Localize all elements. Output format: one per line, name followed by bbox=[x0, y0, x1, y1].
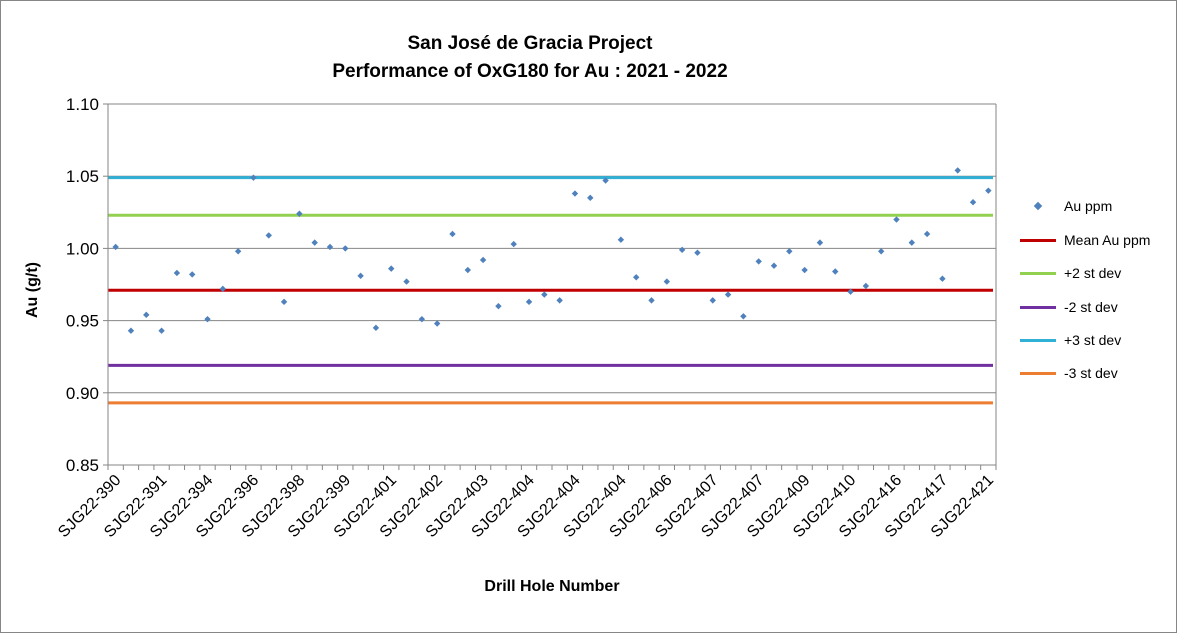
line-marker bbox=[1020, 306, 1056, 309]
legend-label: -2 st dev bbox=[1064, 299, 1118, 315]
data-point bbox=[877, 248, 885, 255]
x-axis-title: Drill Hole Number bbox=[484, 578, 620, 595]
tick-labels: 0.850.900.951.001.051.10SJG22-390SJG22-3… bbox=[55, 95, 997, 541]
data-point bbox=[571, 190, 579, 197]
chart-subtitle: Performance of OxG180 for Au : 2021 - 20… bbox=[332, 61, 728, 82]
data-point bbox=[219, 285, 227, 293]
legend-label: +2 st dev bbox=[1064, 265, 1122, 281]
legend-line-swatch bbox=[1018, 297, 1058, 317]
data-point bbox=[908, 239, 915, 246]
legend-label: Mean Au ppm bbox=[1064, 232, 1151, 248]
data-point bbox=[234, 248, 242, 255]
data-point bbox=[265, 232, 272, 239]
y-tick-label: 0.95 bbox=[66, 312, 99, 331]
data-point bbox=[862, 282, 870, 290]
data-point bbox=[479, 256, 487, 264]
legend-line-swatch bbox=[1018, 330, 1058, 350]
data-point bbox=[648, 297, 655, 304]
data-point bbox=[158, 327, 165, 334]
data-point bbox=[893, 216, 900, 223]
data-point bbox=[250, 174, 257, 181]
data-point bbox=[173, 269, 181, 277]
data-point bbox=[357, 272, 364, 280]
data-point bbox=[633, 274, 640, 281]
legend-line-swatch bbox=[1018, 363, 1058, 383]
y-tick-label: 1.10 bbox=[66, 95, 99, 114]
legend-label: -3 st dev bbox=[1064, 365, 1118, 381]
reference-lines bbox=[108, 176, 993, 405]
data-point bbox=[495, 302, 502, 310]
y-tick-label: 1.00 bbox=[66, 239, 99, 258]
data-point bbox=[510, 240, 517, 248]
data-point bbox=[525, 298, 533, 306]
line-marker bbox=[1020, 372, 1056, 375]
legend-item: -2 st dev bbox=[1018, 297, 1118, 317]
legend-line-swatch bbox=[1018, 230, 1058, 250]
data-point bbox=[770, 262, 778, 269]
data-point bbox=[372, 324, 380, 332]
line-marker bbox=[1020, 239, 1056, 242]
legend-label: +3 st dev bbox=[1064, 332, 1122, 348]
data-point bbox=[127, 327, 135, 334]
data-point bbox=[816, 239, 824, 246]
data-point bbox=[847, 288, 854, 295]
y-axis-title: Au (g/t) bbox=[24, 262, 41, 318]
data-point bbox=[388, 265, 395, 272]
legend-item: -3 st dev bbox=[1018, 363, 1118, 383]
legend-marker-swatch bbox=[1018, 196, 1058, 216]
data-point bbox=[801, 266, 808, 274]
grid-layer bbox=[108, 103, 996, 466]
data-point bbox=[112, 243, 119, 251]
data-points bbox=[112, 167, 992, 334]
legend-label: Au ppm bbox=[1064, 198, 1113, 214]
y-tick-label: 1.05 bbox=[66, 167, 99, 186]
data-point bbox=[786, 248, 793, 255]
legend-item: Mean Au ppm bbox=[1018, 230, 1150, 250]
data-point bbox=[694, 249, 701, 256]
diamond-marker bbox=[1033, 201, 1043, 211]
data-point bbox=[587, 194, 594, 202]
legend-item: +3 st dev bbox=[1018, 330, 1121, 350]
data-point bbox=[954, 167, 961, 174]
data-point bbox=[449, 230, 456, 238]
legend-line-swatch bbox=[1018, 263, 1058, 283]
axes bbox=[103, 103, 997, 470]
line-marker bbox=[1020, 272, 1056, 275]
data-point bbox=[204, 315, 211, 323]
data-point bbox=[143, 311, 150, 319]
data-point bbox=[326, 243, 334, 251]
data-point bbox=[403, 278, 410, 285]
data-point bbox=[617, 236, 625, 243]
data-point bbox=[556, 297, 563, 304]
data-point bbox=[923, 230, 931, 238]
data-point bbox=[311, 239, 318, 246]
data-point bbox=[939, 275, 946, 282]
data-point bbox=[280, 298, 288, 306]
y-tick-label: 0.85 bbox=[66, 456, 99, 475]
data-point bbox=[724, 291, 732, 298]
data-point bbox=[969, 198, 977, 206]
data-point bbox=[189, 271, 196, 278]
legend-item: Au ppm bbox=[1018, 196, 1112, 216]
chart-title: San José de Gracia Project bbox=[407, 33, 653, 54]
data-point bbox=[296, 210, 303, 217]
data-point bbox=[663, 278, 671, 285]
data-point bbox=[678, 246, 686, 254]
data-point bbox=[541, 291, 548, 298]
data-point bbox=[755, 258, 762, 265]
data-point bbox=[985, 187, 992, 194]
data-point bbox=[418, 315, 426, 323]
line-marker bbox=[1020, 339, 1056, 342]
data-point bbox=[740, 313, 747, 320]
data-point bbox=[832, 268, 839, 275]
data-point bbox=[709, 297, 716, 304]
legend-item: +2 st dev bbox=[1018, 263, 1121, 283]
data-point bbox=[602, 177, 609, 184]
data-point bbox=[342, 245, 349, 252]
y-tick-label: 0.90 bbox=[66, 384, 99, 403]
data-point bbox=[433, 320, 441, 327]
data-point bbox=[464, 266, 471, 274]
